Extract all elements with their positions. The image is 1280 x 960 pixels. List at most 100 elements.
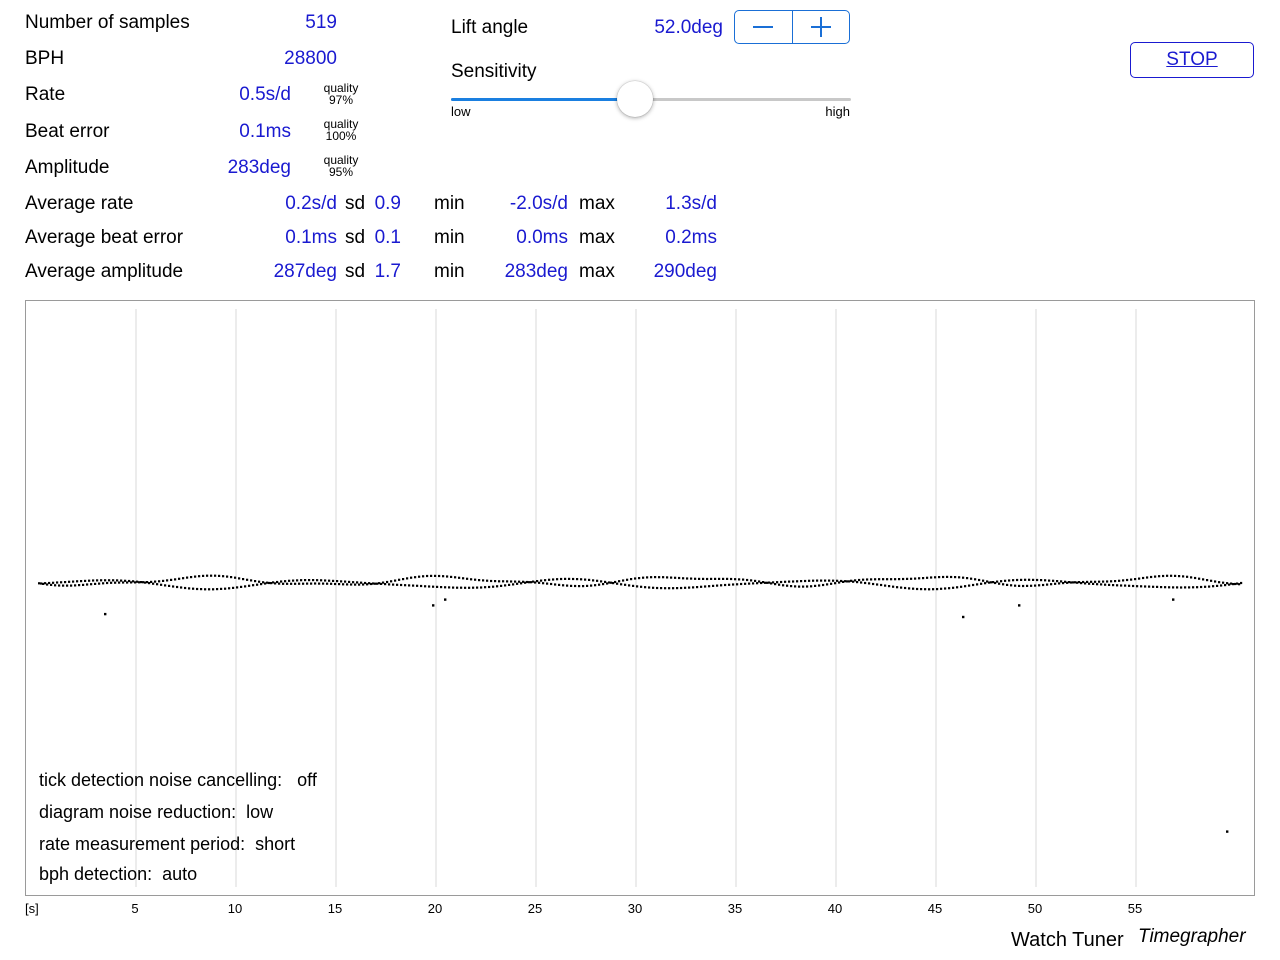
trace-point — [158, 580, 161, 583]
x-tick-label: 10 — [227, 901, 243, 916]
trace-point — [946, 575, 949, 578]
trace-point — [388, 583, 391, 586]
trace-point — [686, 577, 689, 580]
trace-point — [810, 585, 813, 588]
trace-point — [234, 576, 237, 579]
trace-point — [1200, 585, 1203, 589]
trace-point — [476, 586, 479, 589]
lift-angle-decrement-button[interactable] — [735, 11, 792, 43]
trace-point — [982, 579, 985, 582]
trace-point — [454, 576, 457, 579]
trace-point — [860, 581, 863, 584]
trace-point — [856, 581, 859, 584]
trace-point — [340, 580, 343, 583]
trace-point — [1030, 584, 1033, 587]
trace-point — [386, 580, 389, 584]
trace-point — [984, 582, 987, 585]
trace-point — [1156, 585, 1159, 588]
trace-point — [798, 585, 801, 588]
trace-point — [972, 583, 975, 587]
trace-point — [566, 584, 569, 587]
trace-point — [678, 576, 681, 580]
average-beat-error-value: 0.1ms — [285, 227, 337, 248]
trace-point — [436, 585, 439, 588]
trace-point — [624, 583, 627, 586]
trace-point — [472, 586, 475, 589]
sensitivity-min-label: low — [451, 104, 471, 119]
trace-point — [1104, 583, 1107, 586]
trace-point — [38, 582, 41, 585]
trace-point — [834, 582, 837, 585]
trace-point — [1098, 580, 1101, 583]
trace-point — [1184, 586, 1187, 589]
trace-point — [134, 581, 137, 584]
trace-point — [754, 579, 757, 582]
trace-point — [1198, 577, 1201, 580]
trace-point — [48, 581, 51, 585]
sd-label: sd — [345, 227, 366, 248]
setting-label: tick detection noise cancelling: — [39, 770, 283, 790]
trace-point — [462, 577, 465, 580]
trace-point — [994, 581, 997, 585]
lift-angle-increment-button[interactable] — [791, 11, 850, 43]
trace-point — [316, 579, 319, 582]
trace-point — [950, 575, 953, 579]
trace-point — [1068, 581, 1071, 584]
trace-point — [1178, 575, 1181, 578]
trace-point — [526, 580, 529, 584]
x-axis-unit: [s] — [25, 901, 39, 916]
trace-point — [898, 578, 901, 581]
average-amplitude-min: 283deg — [504, 261, 568, 282]
trace-point — [1112, 584, 1115, 587]
trace-point — [746, 578, 749, 582]
trace-point — [144, 581, 147, 584]
lift-angle-stepper[interactable] — [734, 10, 850, 44]
trace-point — [498, 580, 501, 583]
trace-point — [1094, 580, 1097, 583]
trace-point — [114, 581, 117, 584]
trace-point — [428, 585, 431, 588]
trace-point — [630, 578, 633, 581]
trace-point — [690, 577, 693, 580]
trace-point — [210, 574, 213, 577]
trace-point — [1220, 584, 1223, 587]
sensitivity-slider-thumb[interactable] — [617, 81, 653, 117]
trace-point — [736, 583, 739, 586]
trace-point — [254, 580, 257, 583]
trace-point — [298, 582, 301, 585]
trace-point — [228, 587, 231, 590]
trace-point — [232, 586, 235, 589]
trace-point — [140, 581, 143, 584]
trace-point — [458, 576, 461, 579]
trace-plot — [38, 309, 1243, 887]
trace-point — [590, 584, 593, 587]
trace-point — [202, 574, 205, 577]
trace-point — [184, 586, 187, 590]
trace-point — [1226, 582, 1229, 585]
trace-point — [968, 584, 971, 587]
setting-label: rate measurement period: — [39, 834, 246, 854]
trace-point — [284, 580, 287, 583]
trace-point — [384, 583, 387, 586]
trace-point — [732, 583, 735, 586]
average-beat-error-max: 0.2ms — [665, 227, 717, 248]
rate-label: Rate — [25, 84, 66, 105]
trace-point — [1082, 580, 1085, 584]
trace-point — [708, 585, 711, 588]
trace-point — [1034, 584, 1037, 587]
stop-button[interactable]: STOP — [1130, 42, 1254, 78]
trace-point — [260, 583, 263, 586]
trace-point — [760, 581, 763, 585]
min-label: min — [434, 261, 465, 282]
trace-point — [442, 575, 445, 578]
min-label: min — [434, 193, 465, 214]
trace-point — [394, 579, 397, 582]
trace-point — [420, 584, 423, 588]
trace-point — [742, 578, 745, 581]
trace-point — [650, 576, 653, 579]
trace-point — [206, 574, 209, 577]
trace-point — [1172, 586, 1175, 589]
trace-point — [778, 583, 781, 586]
trace-point — [160, 583, 163, 586]
x-tick-label: 25 — [527, 901, 543, 916]
